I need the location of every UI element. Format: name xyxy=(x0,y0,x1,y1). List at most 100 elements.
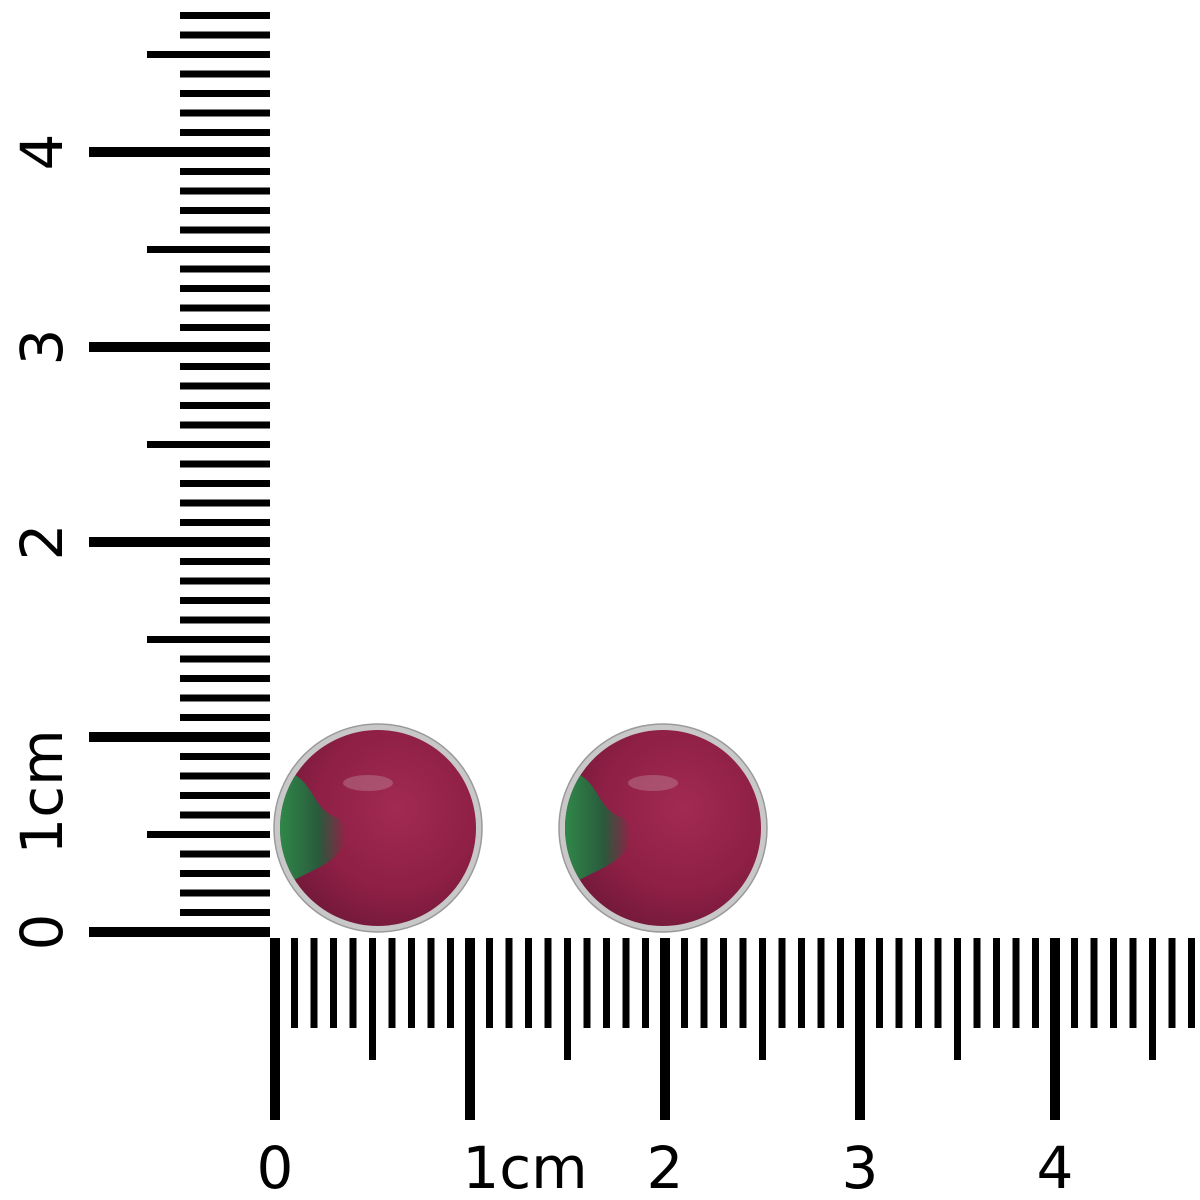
minor-tick xyxy=(447,938,454,1028)
minor-tick xyxy=(180,558,270,565)
vertical-label: 0 xyxy=(8,914,76,951)
major-tick xyxy=(89,537,270,547)
minor-tick xyxy=(180,363,270,370)
minor-tick xyxy=(180,480,270,487)
horizontal-label: 3 xyxy=(842,1134,879,1200)
minor-tick xyxy=(180,187,270,195)
minor-tick xyxy=(993,938,1000,1028)
vertical-label: 3 xyxy=(8,329,76,366)
vertical-ruler-labels: 0 1cm 2 3 4 xyxy=(8,134,76,951)
minor-tick xyxy=(180,421,270,429)
minor-tick xyxy=(180,714,270,721)
minor-tick xyxy=(583,938,591,1028)
major-tick xyxy=(89,342,270,352)
minor-tick xyxy=(180,577,270,585)
minor-tick xyxy=(180,772,270,780)
minor-tick xyxy=(895,938,903,1028)
stone-highlight xyxy=(343,775,393,791)
horizontal-label: 4 xyxy=(1037,1134,1074,1200)
minor-tick xyxy=(408,938,415,1028)
minor-tick xyxy=(876,938,883,1028)
round-earring xyxy=(273,723,483,933)
major-tick xyxy=(855,938,865,1120)
minor-tick xyxy=(180,792,270,799)
horizontal-label: 2 xyxy=(647,1134,684,1200)
minor-tick xyxy=(837,938,844,1028)
minor-tick xyxy=(330,938,337,1028)
stone-highlight xyxy=(628,775,678,791)
minor-tick xyxy=(1071,938,1078,1028)
minor-tick xyxy=(973,938,981,1028)
vertical-label: 4 xyxy=(8,134,76,171)
minor-tick xyxy=(603,938,610,1028)
minor-tick xyxy=(180,226,270,234)
minor-tick xyxy=(778,938,786,1028)
minor-tick xyxy=(681,938,688,1028)
major-tick xyxy=(270,938,280,1120)
minor-tick xyxy=(180,304,270,312)
minor-tick xyxy=(180,402,270,409)
half-tick xyxy=(147,636,270,643)
minor-tick xyxy=(1012,938,1020,1028)
ruby-stone xyxy=(565,730,761,926)
minor-tick xyxy=(291,938,298,1028)
minor-tick xyxy=(180,460,270,468)
minor-tick xyxy=(180,324,270,331)
minor-tick xyxy=(180,694,270,702)
minor-tick xyxy=(180,519,270,526)
minor-tick xyxy=(1168,938,1176,1028)
minor-tick xyxy=(525,938,532,1028)
half-tick xyxy=(369,938,376,1060)
minor-tick xyxy=(427,938,435,1028)
minor-tick xyxy=(720,938,727,1028)
minor-tick xyxy=(349,938,357,1028)
minor-tick xyxy=(388,938,396,1028)
minor-tick xyxy=(544,938,552,1028)
minor-tick xyxy=(180,655,270,663)
minor-tick xyxy=(180,382,270,390)
half-tick xyxy=(147,831,270,838)
major-tick xyxy=(465,938,475,1120)
round-earring xyxy=(558,723,768,933)
minor-tick xyxy=(180,70,270,78)
minor-tick xyxy=(180,90,270,97)
major-tick xyxy=(89,147,270,157)
minor-tick xyxy=(180,850,270,858)
minor-tick xyxy=(180,889,270,897)
minor-tick xyxy=(1090,938,1098,1028)
minor-tick xyxy=(642,938,649,1028)
zoisite-inclusion xyxy=(565,768,632,888)
horizontal-label: 0 xyxy=(257,1134,294,1200)
minor-tick xyxy=(310,938,318,1028)
minor-tick xyxy=(180,909,270,916)
horizontal-ruler xyxy=(270,938,1195,1120)
minor-tick xyxy=(180,31,270,39)
horizontal-label: 1cm xyxy=(462,1134,587,1200)
minor-tick xyxy=(1188,938,1195,1028)
minor-tick xyxy=(486,938,493,1028)
minor-tick xyxy=(622,938,630,1028)
minor-tick xyxy=(1129,938,1137,1028)
minor-tick xyxy=(180,675,270,682)
minor-tick xyxy=(180,811,270,819)
vertical-label: 1cm xyxy=(8,729,76,854)
minor-tick xyxy=(915,938,922,1028)
minor-tick xyxy=(180,109,270,117)
minor-tick xyxy=(934,938,942,1028)
half-tick xyxy=(147,51,270,58)
vertical-label: 2 xyxy=(8,524,76,561)
major-tick xyxy=(1050,938,1060,1120)
zoisite-inclusion xyxy=(280,768,347,888)
earrings xyxy=(273,723,768,933)
minor-tick xyxy=(180,265,270,273)
half-tick xyxy=(564,938,571,1060)
minor-tick xyxy=(180,597,270,604)
minor-tick xyxy=(505,938,513,1028)
minor-tick xyxy=(180,285,270,292)
minor-tick xyxy=(798,938,805,1028)
minor-tick xyxy=(739,938,747,1028)
half-tick xyxy=(1149,938,1156,1060)
major-tick xyxy=(660,938,670,1120)
